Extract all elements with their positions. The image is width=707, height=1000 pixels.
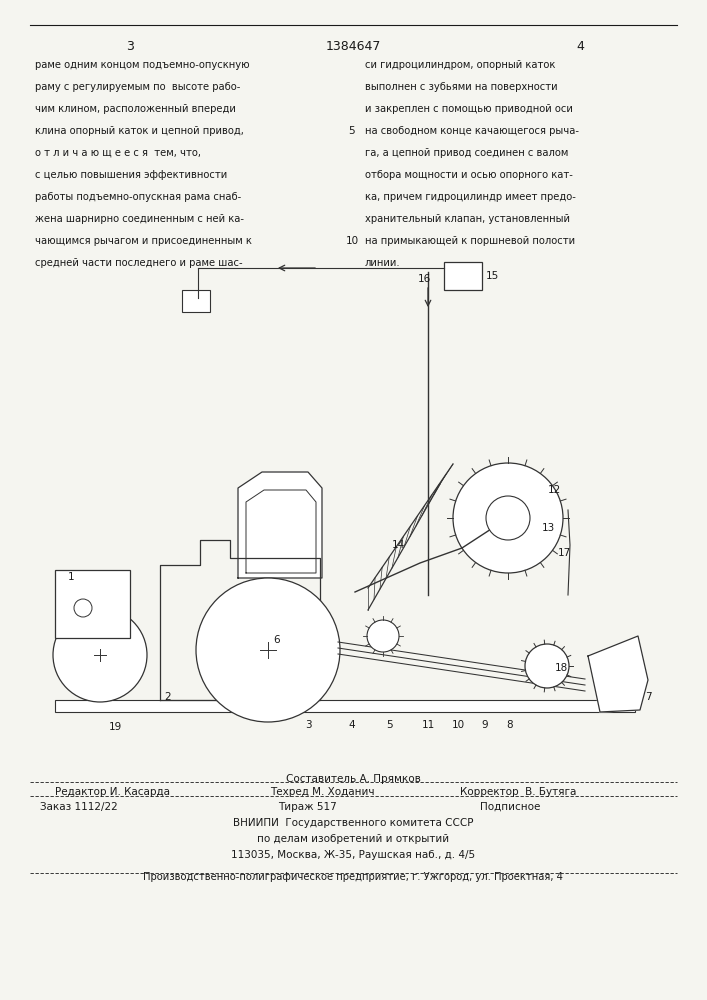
Text: Редактор И. Касарда: Редактор И. Касарда	[55, 787, 170, 797]
Text: ВНИИПИ  Государственного комитета СССР: ВНИИПИ Государственного комитета СССР	[233, 818, 473, 828]
Text: средней части последнего и раме шас-: средней части последнего и раме шас-	[35, 258, 243, 268]
Text: и закреплен с помощью приводной оси: и закреплен с помощью приводной оси	[365, 104, 573, 114]
Circle shape	[453, 463, 563, 573]
Bar	[182, 290, 210, 312]
Text: клина опорный каток и цепной привод,: клина опорный каток и цепной привод,	[35, 126, 244, 136]
Text: раму с регулируемым по  высоте рабо-: раму с регулируемым по высоте рабо-	[35, 82, 240, 92]
Text: 1384647: 1384647	[325, 40, 380, 53]
Text: 7: 7	[645, 692, 652, 702]
Text: Тираж 517: Тираж 517	[278, 802, 337, 812]
Bar	[444, 262, 482, 290]
Text: Техред М. Ходанич: Техред М. Ходанич	[270, 787, 375, 797]
Text: Подписное: Подписное	[480, 802, 540, 812]
Circle shape	[486, 496, 530, 540]
Text: выполнен с зубьями на поверхности: выполнен с зубьями на поверхности	[365, 82, 558, 92]
Text: 1: 1	[68, 572, 75, 582]
Text: 18: 18	[555, 663, 568, 673]
Polygon shape	[588, 636, 648, 712]
Text: 19: 19	[108, 722, 122, 732]
Text: 8: 8	[507, 720, 513, 730]
Text: линии.: линии.	[365, 258, 401, 268]
Text: о т л и ч а ю щ е е с я  тем, что,: о т л и ч а ю щ е е с я тем, что,	[35, 148, 201, 158]
Text: ка, причем гидроцилиндр имеет предо-: ка, причем гидроцилиндр имеет предо-	[365, 192, 576, 202]
Bar	[55, 700, 635, 712]
Text: 113035, Москва, Ж-35, Раушская наб., д. 4/5: 113035, Москва, Ж-35, Раушская наб., д. …	[231, 850, 475, 860]
Circle shape	[196, 578, 340, 722]
Text: 17: 17	[558, 548, 571, 558]
Text: си гидроцилиндром, опорный каток: си гидроцилиндром, опорный каток	[365, 60, 556, 70]
Bar	[55, 570, 130, 638]
Text: 5: 5	[349, 126, 356, 136]
Text: хранительный клапан, установленный: хранительный клапан, установленный	[365, 214, 570, 224]
Text: 16: 16	[417, 274, 431, 284]
Text: 13: 13	[542, 523, 555, 533]
Text: 9: 9	[481, 720, 489, 730]
Text: по делам изобретений и открытий: по делам изобретений и открытий	[257, 834, 449, 844]
Circle shape	[525, 644, 569, 688]
Text: 14: 14	[392, 540, 404, 550]
Text: отбора мощности и осью опорного кат-: отбора мощности и осью опорного кат-	[365, 170, 573, 180]
Text: 10: 10	[452, 720, 464, 730]
Text: работы подъемно-опускная рама снаб-: работы подъемно-опускная рама снаб-	[35, 192, 241, 202]
Text: чающимся рычагом и присоединенным к: чающимся рычагом и присоединенным к	[35, 236, 252, 246]
Text: 4: 4	[349, 720, 356, 730]
Text: 3: 3	[305, 720, 311, 730]
Text: Составитель А. Прямков: Составитель А. Прямков	[286, 774, 421, 784]
Circle shape	[367, 620, 399, 652]
Text: с целью повышения эффективности: с целью повышения эффективности	[35, 170, 227, 180]
Text: 11: 11	[421, 720, 435, 730]
Circle shape	[74, 599, 92, 617]
Text: чим клином, расположенный впереди: чим клином, расположенный впереди	[35, 104, 236, 114]
Text: 15: 15	[486, 271, 499, 281]
Text: 2: 2	[165, 692, 171, 702]
Text: Корректор  В. Бутяга: Корректор В. Бутяга	[460, 787, 576, 797]
Text: 12: 12	[548, 485, 561, 495]
Text: 5: 5	[387, 720, 393, 730]
Circle shape	[53, 608, 147, 702]
Text: на примыкающей к поршневой полости: на примыкающей к поршневой полости	[365, 236, 575, 246]
Text: Заказ 1112/22: Заказ 1112/22	[40, 802, 118, 812]
Text: 6: 6	[273, 635, 280, 645]
Text: жена шарнирно соединенным с ней ка-: жена шарнирно соединенным с ней ка-	[35, 214, 244, 224]
Text: на свободном конце качающегося рыча-: на свободном конце качающегося рыча-	[365, 126, 579, 136]
Text: Производственно-полиграфическое предприятие, г. Ужгород, ул. Проектная, 4: Производственно-полиграфическое предприя…	[143, 872, 563, 882]
Text: 10: 10	[346, 236, 358, 246]
Text: га, а цепной привод соединен с валом: га, а цепной привод соединен с валом	[365, 148, 568, 158]
Polygon shape	[238, 472, 322, 578]
Text: 4: 4	[576, 40, 584, 53]
Text: раме одним концом подъемно-опускную: раме одним концом подъемно-опускную	[35, 60, 250, 70]
Text: 3: 3	[126, 40, 134, 53]
